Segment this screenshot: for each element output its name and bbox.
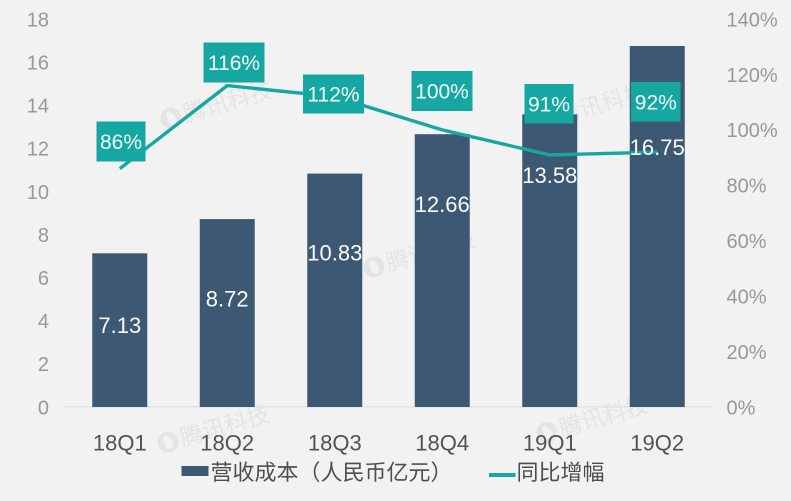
svg-text:112%: 112% — [307, 84, 359, 107]
svg-text:18Q4: 18Q4 — [415, 431, 469, 456]
svg-text:40%: 40% — [727, 287, 767, 309]
svg-text:16.75: 16.75 — [630, 135, 685, 160]
svg-text:18: 18 — [27, 9, 49, 31]
svg-text:18Q2: 18Q2 — [200, 431, 254, 456]
svg-text:10.83: 10.83 — [307, 240, 362, 265]
svg-text:14: 14 — [27, 96, 49, 118]
svg-text:120%: 120% — [727, 65, 778, 87]
svg-text:92%: 92% — [635, 92, 677, 115]
svg-text:116%: 116% — [208, 52, 260, 75]
svg-text:8.72: 8.72 — [206, 287, 249, 312]
svg-text:13.58: 13.58 — [522, 163, 577, 188]
svg-text:4: 4 — [38, 311, 49, 333]
svg-text:7.13: 7.13 — [98, 313, 141, 338]
svg-text:91%: 91% — [528, 94, 570, 117]
svg-text:19Q2: 19Q2 — [630, 431, 684, 456]
svg-text:60%: 60% — [727, 231, 767, 253]
svg-text:140%: 140% — [727, 9, 778, 31]
svg-text:20%: 20% — [727, 342, 767, 364]
svg-text:18Q3: 18Q3 — [308, 431, 362, 456]
svg-text:6: 6 — [38, 268, 49, 290]
svg-text:2: 2 — [38, 354, 49, 376]
svg-text:0: 0 — [38, 397, 49, 419]
svg-text:19Q1: 19Q1 — [523, 431, 577, 456]
svg-text:100%: 100% — [415, 81, 469, 104]
svg-text:8: 8 — [38, 225, 49, 247]
svg-text:100%: 100% — [727, 120, 778, 142]
svg-text:12.66: 12.66 — [415, 192, 470, 217]
svg-text:0%: 0% — [727, 397, 756, 419]
svg-text:16: 16 — [27, 53, 49, 75]
svg-text:18Q1: 18Q1 — [93, 431, 147, 456]
svg-text:86%: 86% — [100, 131, 142, 154]
svg-text:10: 10 — [27, 182, 49, 204]
svg-text:12: 12 — [27, 139, 49, 161]
svg-text:80%: 80% — [727, 176, 767, 198]
